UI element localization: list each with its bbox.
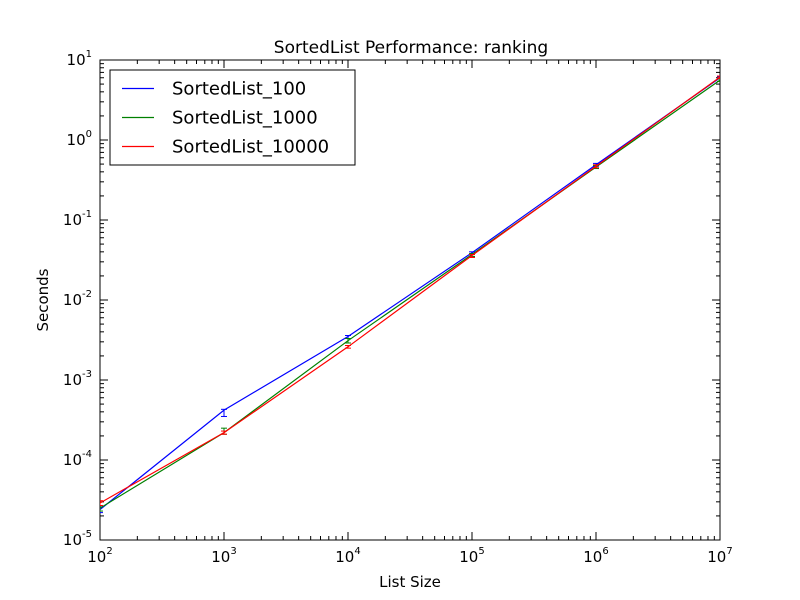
- x-tick-label: 104: [335, 546, 360, 566]
- x-tick-label: 107: [707, 546, 732, 566]
- tick-labels: 102 103 104 105 106 107 10-5 10-4 10-3 10-2 10-1 10…: [63, 49, 733, 566]
- legend-entry: SortedList_100: [172, 79, 306, 100]
- y-tick-label: 10-1: [63, 209, 92, 229]
- series-line-0: [100, 77, 720, 511]
- y-tick-label: 10-5: [63, 529, 92, 549]
- series-group: [100, 75, 720, 514]
- error-bar: [345, 338, 351, 344]
- error-bar: [345, 344, 351, 349]
- series-line-2: [100, 76, 720, 504]
- legend-entry: SortedList_10000: [172, 137, 329, 158]
- y-tick-label: 10-2: [63, 289, 92, 309]
- y-axis-label: Seconds: [34, 268, 52, 331]
- error-bar: [221, 430, 227, 435]
- plot-area: [99, 59, 721, 541]
- y-tick-label: 10-4: [63, 449, 92, 469]
- legend-entry: SortedList_1000: [172, 108, 318, 129]
- x-tick-label: 103: [211, 546, 236, 566]
- x-axis-label: List Size: [379, 573, 441, 591]
- error-bar: [100, 500, 103, 506]
- x-tick-label: 102: [87, 546, 112, 566]
- y-tick-label: 100: [67, 129, 92, 149]
- error-bar: [469, 254, 475, 258]
- error-bar: [221, 408, 227, 417]
- y-tick-label: 10-3: [63, 369, 92, 389]
- series-line-1: [100, 79, 720, 509]
- legend: SortedList_100 SortedList_1000 SortedList_…: [109, 69, 356, 166]
- error-bar: [717, 75, 720, 79]
- y-tick-label: 101: [67, 49, 92, 69]
- error-bar: [593, 164, 599, 169]
- x-tick-label: 105: [459, 546, 484, 566]
- x-tick-label: 106: [583, 546, 608, 566]
- chart-title: SortedList Performance: ranking: [274, 38, 548, 58]
